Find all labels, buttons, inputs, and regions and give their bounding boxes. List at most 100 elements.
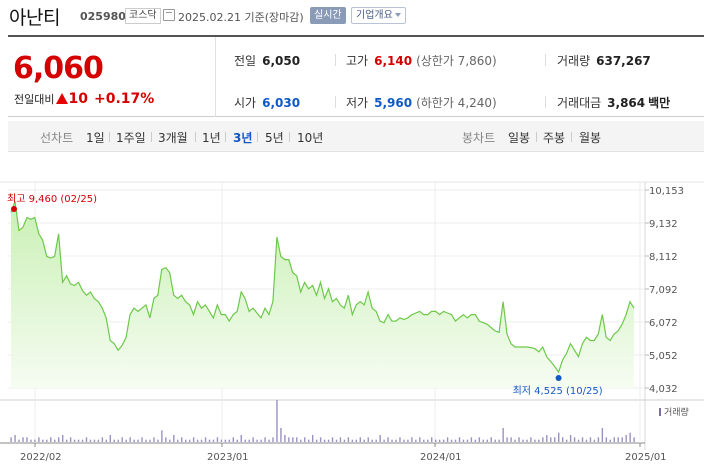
volume-bar	[141, 437, 143, 442]
price-line	[10, 201, 635, 374]
divider	[151, 132, 152, 142]
volume-bar	[315, 439, 318, 442]
tab-1d[interactable]: 1일	[86, 131, 105, 145]
volume-bar	[38, 437, 40, 442]
volume-bar	[208, 439, 211, 442]
tab-10y[interactable]: 10년	[297, 131, 324, 145]
volume-bar	[256, 439, 258, 442]
prev-close-label: 전일	[234, 54, 257, 68]
volume-bar	[10, 437, 12, 442]
volume-bar	[117, 439, 119, 442]
lower-limit: (하한가 4,240)	[416, 96, 497, 110]
volume-bar	[554, 437, 556, 442]
line-chart-label: 선차트	[40, 131, 74, 145]
volume-bar	[22, 437, 24, 442]
volume-bar	[252, 437, 254, 442]
price-chart[interactable]: 10,153 9,132 8,112 7,092 6,072 5,052 4,032 2022…	[0, 170, 704, 468]
volume-bar	[438, 439, 441, 442]
chart-toolbar: 선차트 1일 1주일 3개월 1년 3년 5년 10년 봉차트 일봉 주봉 월봉	[8, 121, 704, 152]
volume-bar	[46, 439, 48, 442]
volume-bar	[14, 435, 16, 442]
volume-bar	[65, 439, 68, 442]
volume-bar	[268, 439, 270, 442]
tab-3y[interactable]: 3년	[233, 131, 253, 145]
tab-1w[interactable]: 1주일	[116, 131, 146, 145]
volume-bar	[617, 437, 619, 442]
company-info-dropdown[interactable]: 기업개요	[351, 7, 406, 24]
market-badge: 코스닥	[125, 8, 161, 24]
volume-bar	[419, 437, 421, 442]
volume-bar	[292, 437, 294, 442]
volume-bar	[69, 437, 72, 442]
tab-1y[interactable]: 1년	[202, 131, 221, 145]
base-date: 2025.02.21 기준(장마감)	[178, 11, 304, 24]
volume-bar	[474, 439, 477, 442]
volume-bar	[601, 428, 604, 442]
volume-bar	[228, 439, 231, 442]
open-value: 6,030	[262, 96, 301, 110]
divider	[257, 132, 258, 142]
amount-label: 거래대금	[557, 96, 602, 110]
divider	[225, 132, 226, 142]
volume-bar	[395, 439, 397, 442]
volume-bar	[415, 439, 417, 442]
realtime-button[interactable]: 실시간	[310, 7, 346, 24]
volume-bar	[498, 439, 500, 442]
volume-bar	[327, 439, 330, 442]
volume-bar	[442, 439, 445, 442]
volume-bar	[169, 439, 171, 442]
volume-bar	[434, 439, 437, 442]
tab-daily[interactable]: 일봉	[508, 131, 531, 145]
up-arrow-icon	[56, 93, 69, 104]
volume-bar	[304, 437, 306, 442]
volume-bar	[42, 439, 44, 442]
volume-bar	[196, 439, 199, 442]
y-tick-label: 4,032	[649, 384, 678, 395]
volume-bar	[399, 437, 401, 442]
divider	[109, 132, 110, 142]
volume-bar	[522, 439, 524, 442]
tab-3m[interactable]: 3개월	[158, 131, 188, 145]
tab-weekly[interactable]: 주봉	[543, 131, 566, 145]
prev-close-value: 6,050	[262, 54, 301, 68]
change-label: 전일대비	[14, 93, 55, 106]
divider	[545, 96, 546, 108]
volume-bar	[494, 439, 496, 442]
volume-bar	[177, 439, 179, 442]
volume-bar	[383, 439, 385, 442]
divider	[289, 132, 290, 142]
chevron-down-icon	[394, 13, 401, 17]
volume-bar	[569, 435, 572, 442]
volume-bar	[542, 437, 544, 442]
volume: 거래량 637,267	[557, 52, 651, 69]
trade-amount: 거래대금 3,864 백만	[557, 94, 670, 111]
volume-bar	[244, 439, 246, 442]
low-label: 저가	[346, 96, 369, 110]
volume-bar	[446, 437, 449, 442]
volume-bar	[173, 435, 175, 442]
volume-bar	[311, 435, 314, 442]
volume-bar	[466, 439, 469, 442]
tab-monthly[interactable]: 월봉	[579, 131, 602, 145]
volume-bar	[188, 439, 191, 442]
volume-bar	[629, 432, 631, 442]
volume-bar	[518, 437, 520, 442]
volume-bar	[625, 435, 627, 442]
volume-bar	[300, 439, 302, 442]
volume-bar	[161, 430, 163, 442]
volume-bar	[613, 437, 615, 442]
tab-5y[interactable]: 5년	[265, 131, 284, 145]
high-value: 6,140	[374, 54, 413, 68]
low-value: 5,960	[374, 96, 413, 110]
volume-bar	[387, 437, 389, 442]
volume-bar	[232, 437, 235, 442]
volume-bar	[550, 437, 552, 442]
volume-bar	[454, 439, 457, 442]
volume-bar	[129, 437, 131, 442]
divider	[335, 96, 336, 108]
volume-bar	[181, 437, 183, 442]
volume-bar	[593, 439, 596, 442]
volume-bar	[427, 439, 429, 442]
divider	[536, 132, 537, 142]
volume-bar	[184, 439, 187, 442]
